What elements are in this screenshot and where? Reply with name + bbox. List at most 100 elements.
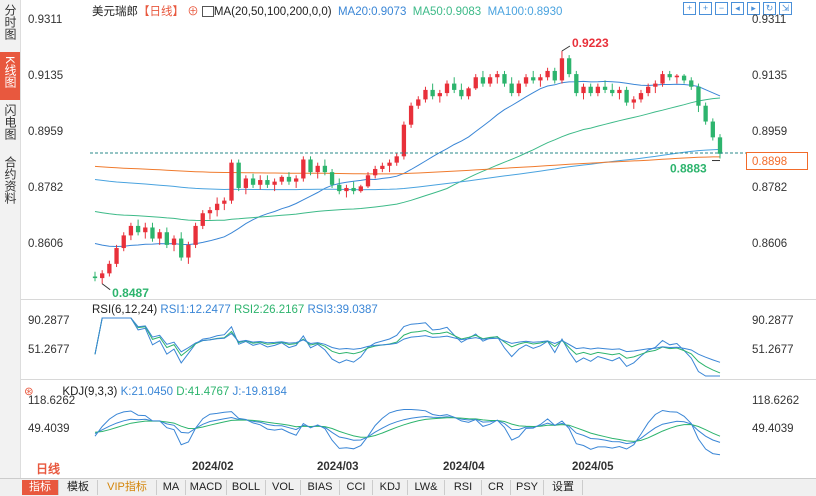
expand-icon[interactable]: ⇲ <box>779 2 792 15</box>
candle-body <box>638 93 644 100</box>
candle-body <box>523 77 529 84</box>
candle-body <box>617 89 622 94</box>
ma20-line <box>94 80 721 248</box>
candle-body <box>689 80 694 87</box>
tab-contract-info[interactable]: 合约资料 <box>0 156 20 214</box>
kdj-settings-icon[interactable]: ⊛ <box>24 386 34 398</box>
candle-body <box>509 83 514 94</box>
candle-body <box>538 77 543 81</box>
candle-body <box>301 159 306 179</box>
symbol-name: 美元瑞郎 <box>92 6 138 18</box>
tab-cr[interactable]: CR <box>482 480 511 495</box>
candle-body <box>344 187 349 192</box>
candle-body <box>358 186 363 192</box>
kdj-title: KDJ(9,3,3) <box>62 386 118 398</box>
kdj-j-line <box>94 409 721 456</box>
candle-body <box>459 89 464 97</box>
candle-body <box>193 225 198 245</box>
tab-rsi[interactable]: RSI <box>445 480 482 495</box>
candle-body <box>179 238 184 258</box>
tab-lw[interactable]: LW& <box>408 480 445 495</box>
tab-kdj[interactable]: KDJ <box>373 480 408 495</box>
tab-ma[interactable]: MA <box>157 480 186 495</box>
price-axis-label: 0.9135 <box>28 70 64 82</box>
tab-macd[interactable]: MACD <box>186 480 227 495</box>
kdj-d-line <box>94 417 721 442</box>
candle-body <box>258 180 263 185</box>
chart-canvas[interactable]: 0.9223 0.8487 0.8883 <box>0 0 816 478</box>
rsi-axis-label-right: 51.2677 <box>752 344 794 356</box>
refresh-icon[interactable]: ↻ <box>763 2 776 15</box>
tab-indicators[interactable]: 指标 <box>22 480 59 495</box>
date-label: 2024/05 <box>572 461 614 473</box>
price-axis-label-right: 0.8782 <box>752 182 788 194</box>
candle-body <box>272 181 277 185</box>
candle-body <box>394 156 399 163</box>
candle-body <box>552 70 557 81</box>
price-annotations: 0.9223 0.8487 0.8883 <box>101 36 720 300</box>
kdj-j-value: J:-19.8184 <box>232 386 287 398</box>
tab-bias[interactable]: BIAS <box>301 480 340 495</box>
candle-body <box>286 176 292 182</box>
rsi-legend: RSI(6,12,24) RSI1:12.2477 RSI2:26.2167 R… <box>92 304 378 316</box>
price-axis-label: 0.8959 <box>28 126 64 138</box>
tab-settings[interactable]: 设置 <box>544 480 583 495</box>
candle-body <box>588 86 593 94</box>
candle-body <box>531 77 536 81</box>
zoom-out-icon[interactable]: − <box>715 2 728 15</box>
candle-body <box>646 86 651 94</box>
ma20-value: MA20:0.9073 <box>337 6 407 18</box>
candle-body <box>423 89 428 100</box>
price-axis-label-right: 0.8606 <box>752 238 788 250</box>
tab-psy[interactable]: PSY <box>511 480 544 495</box>
tab-templates[interactable]: 模板 <box>59 480 98 495</box>
candle-body <box>121 235 126 249</box>
tab-flash[interactable]: 闪电图 <box>0 104 20 152</box>
low-marker-line <box>101 283 111 291</box>
candle-body <box>365 175 371 187</box>
candle-body <box>315 165 320 173</box>
tab-timeshare-label: 分时图 <box>3 4 17 40</box>
candlesticks <box>92 51 723 284</box>
kdj-k-line <box>94 415 721 445</box>
candle-body <box>610 89 615 94</box>
scroll-left-icon[interactable]: ◂ <box>731 2 744 15</box>
tab-vip-indicators[interactable]: VIP指标 <box>98 480 157 495</box>
candle-body <box>214 203 220 211</box>
zoom-in-icon[interactable]: + <box>699 2 712 15</box>
ma200-line <box>94 156 720 175</box>
price-axis-label-right: 0.8959 <box>752 126 788 138</box>
tab-kline-label: K线图 <box>3 56 17 89</box>
candle-body <box>337 184 342 192</box>
candle-body <box>444 83 450 94</box>
rsi-title: RSI(6,12,24) <box>92 304 158 316</box>
price-axis-label: 0.8782 <box>28 182 64 194</box>
main-legend: 美元瑞郎【日线】 ⊕ MA(20,50,100,200,0,0) MA20:0.… <box>92 3 562 19</box>
candle-body <box>502 74 507 84</box>
rsi2-line <box>94 317 721 374</box>
candle-body <box>703 105 708 122</box>
tab-cci[interactable]: CCI <box>340 480 373 495</box>
tab-kline[interactable]: K线图 <box>0 52 20 100</box>
kdj-axis-label-right: 49.4039 <box>752 423 794 435</box>
tab-timeshare[interactable]: 分时图 <box>0 4 20 48</box>
candle-body <box>595 86 601 94</box>
candle-body <box>660 74 665 84</box>
price-axis-label: 0.8606 <box>28 238 64 250</box>
tab-flash-label: 闪电图 <box>3 104 17 140</box>
kdj-axis-label-right: 118.6262 <box>752 395 800 407</box>
tab-vol[interactable]: VOL <box>266 480 301 495</box>
tab-boll[interactable]: BOLL <box>227 480 266 495</box>
candle-body <box>566 58 572 75</box>
candle-body <box>114 248 119 264</box>
candle-body <box>480 77 486 84</box>
candle-body <box>545 70 550 78</box>
scroll-right-icon[interactable]: ▸ <box>747 2 760 15</box>
candle-body <box>373 168 378 176</box>
date-label: 2024/04 <box>443 461 485 473</box>
settings-icon[interactable]: ⊕ <box>187 6 199 18</box>
candle-body <box>559 58 565 81</box>
period-button[interactable]: 日线 <box>22 462 74 477</box>
candle-body <box>710 121 715 138</box>
crosshair-icon[interactable]: + <box>683 2 696 15</box>
